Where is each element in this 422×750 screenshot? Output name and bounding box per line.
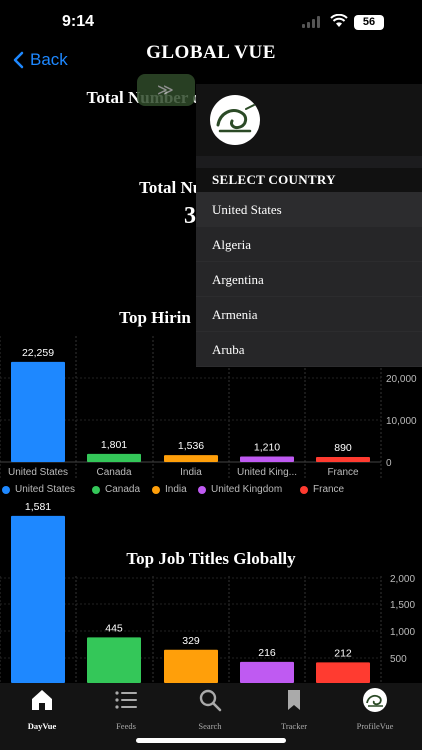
bar <box>164 455 218 462</box>
bar <box>11 515 65 683</box>
tab-label: Tracker <box>280 721 308 731</box>
y-tick-label: 10,000 <box>386 416 417 427</box>
y-tick-label: 1,500 <box>390 600 415 611</box>
legend-label: United Kingdom <box>211 484 283 495</box>
back-button[interactable]: Back <box>12 50 68 70</box>
tab-profilevue[interactable]: ProfileVue <box>340 687 410 731</box>
legend-item[interactable]: France <box>300 484 344 495</box>
legend-swatch <box>92 485 100 494</box>
country-option[interactable]: Argentina <box>196 262 422 297</box>
dropdown-header <box>196 84 422 156</box>
y-tick-label: 500 <box>390 654 407 665</box>
country-option[interactable]: United States <box>196 192 422 227</box>
back-label: Back <box>30 50 68 69</box>
data-label: 329 <box>182 635 200 647</box>
country-option[interactable]: Algeria <box>196 227 422 262</box>
tab-tracker[interactable]: Tracker <box>259 687 329 731</box>
y-tick-label: 20,000 <box>386 374 417 385</box>
legend-label: Canada <box>105 484 141 495</box>
bar <box>87 637 141 683</box>
bar <box>240 661 294 683</box>
legend-item[interactable]: United States <box>2 484 75 495</box>
data-label: 445 <box>105 622 123 634</box>
wifi-icon <box>330 13 348 31</box>
data-label: 890 <box>334 442 352 454</box>
share-button[interactable]: ≫ <box>137 74 195 106</box>
legend-swatch <box>152 485 160 494</box>
data-label: 1,801 <box>101 439 127 451</box>
x-tick-label: Canada <box>96 467 131 478</box>
bar <box>316 457 370 462</box>
search-icon <box>199 689 222 712</box>
data-label: 1,581 <box>25 501 51 513</box>
bar <box>87 453 141 462</box>
tab-search[interactable]: Search <box>175 687 245 731</box>
bar <box>316 662 370 683</box>
home-icon <box>32 690 52 710</box>
bar <box>240 456 294 462</box>
profile-logo-icon <box>363 688 387 712</box>
tab-label: Search <box>198 721 222 731</box>
page-title: GLOBAL VUE <box>146 42 276 63</box>
data-label: 22,259 <box>22 347 54 359</box>
tab-label: ProfileVue <box>356 721 394 731</box>
chevron-left-icon <box>13 51 24 69</box>
battery-icon: 56 <box>354 15 384 30</box>
tab-label: DayVue <box>27 721 57 731</box>
country-option[interactable]: Aruba <box>196 332 422 367</box>
y-tick-label: 1,000 <box>390 627 415 638</box>
x-tick-label: United States <box>8 467 68 478</box>
top-hiring-title: Top Hirin <box>119 308 191 327</box>
y-tick-label: 2,000 <box>390 574 415 585</box>
app-logo-icon <box>210 95 260 145</box>
legend-label: India <box>165 484 187 495</box>
arrow-icon: ≫ <box>157 82 174 99</box>
x-tick-label: United King... <box>237 467 297 478</box>
legend-swatch <box>198 485 206 494</box>
tab-dayvue[interactable]: DayVue <box>7 687 77 731</box>
legend-swatch <box>300 485 308 494</box>
x-tick-label: India <box>180 467 202 478</box>
cellular-signal-icon <box>302 16 322 28</box>
status-bar: 9:14 56 <box>0 0 422 44</box>
country-option[interactable]: Armenia <box>196 297 422 332</box>
data-label: 1,536 <box>178 440 204 452</box>
data-label: 216 <box>258 647 276 659</box>
country-dropdown[interactable]: SELECT COUNTRY United States Algeria Argen… <box>196 84 422 367</box>
select-country-label: SELECT COUNTRY <box>196 168 422 192</box>
list-icon <box>115 691 137 709</box>
chart-legend: United States Canada India United Kingdom Fr… <box>0 484 422 500</box>
status-time: 9:14 <box>62 13 95 30</box>
legend-label: France <box>313 484 345 495</box>
home-indicator[interactable] <box>136 738 286 743</box>
legend-label: United States <box>15 484 76 495</box>
y-tick-label: 0 <box>386 458 392 469</box>
tab-feeds[interactable]: Feeds <box>91 687 161 731</box>
legend-swatch <box>2 485 10 494</box>
data-label: 212 <box>334 647 352 659</box>
bar <box>11 361 65 462</box>
top-titles-title: Top Job Titles Globally <box>126 549 296 568</box>
legend-item[interactable]: United Kingdom <box>198 484 282 495</box>
bookmark-icon <box>288 690 300 710</box>
tab-label: Feeds <box>116 721 136 731</box>
legend-item[interactable]: India <box>152 484 187 495</box>
x-tick-label: France <box>327 467 359 478</box>
data-label: 1,210 <box>254 442 280 454</box>
legend-item[interactable]: Canada <box>92 484 140 495</box>
bar <box>164 649 218 683</box>
